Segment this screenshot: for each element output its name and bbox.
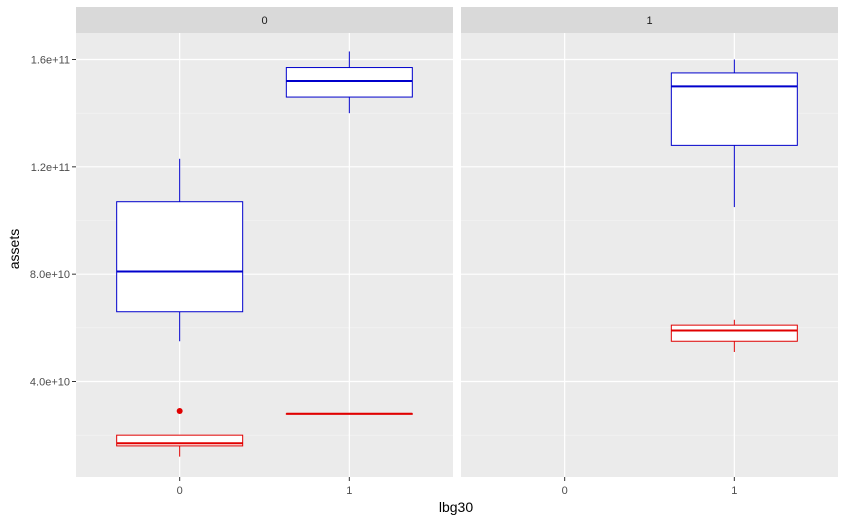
facet-strip (461, 7, 838, 33)
x-tick-label: 1 (731, 485, 737, 497)
box-outlier-point (176, 408, 183, 415)
y-tick-label: 8.0e+10 (30, 269, 70, 281)
y-tick-label: 1.6e+11 (31, 55, 70, 67)
y-tick-label: 4.0e+10 (30, 377, 70, 389)
box-body (285, 67, 413, 98)
facet-strip-label: 0 (261, 15, 267, 27)
y-axis-title: assets (6, 229, 22, 269)
box-body (670, 324, 798, 342)
x-axis-title: lbg30 (439, 499, 473, 515)
box-body (116, 201, 244, 313)
x-tick-label: 0 (177, 485, 183, 497)
facet-strip (76, 7, 453, 33)
x-tick-label: 1 (346, 485, 352, 497)
y-tick-label: 1.2e+11 (31, 162, 70, 174)
box-body (116, 434, 244, 447)
facet-strip-label: 1 (646, 15, 652, 27)
box-body (670, 72, 798, 146)
x-tick-label: 0 (562, 485, 568, 497)
